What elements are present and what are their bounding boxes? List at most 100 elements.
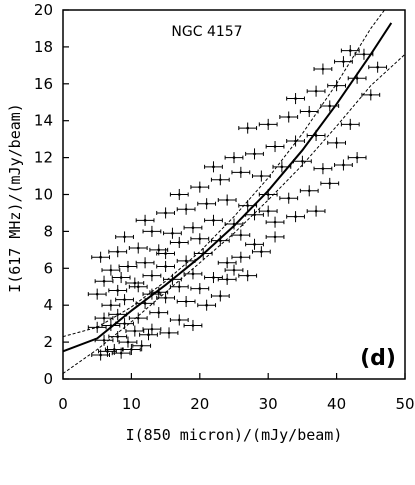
data-point (238, 270, 258, 282)
data-point (245, 238, 264, 250)
confidence-curve (63, 53, 405, 374)
x-tick-label: 40 (327, 395, 346, 413)
data-point (118, 260, 138, 272)
axes: 0 10 20 30 40 50 0 2 4 6 8 10 12 14 16 18 20 (34, 1, 415, 413)
data-point (204, 271, 223, 284)
data-point (286, 211, 305, 223)
data-point (183, 319, 203, 332)
confidence-curve (63, 10, 385, 338)
data-point (91, 251, 111, 263)
data-point (132, 340, 152, 352)
data-point (156, 207, 175, 219)
data-point (258, 205, 278, 217)
data-point (279, 192, 299, 204)
y-tick-label: 8 (43, 222, 53, 240)
data-point (101, 264, 121, 276)
data-point (238, 122, 258, 134)
data-point (217, 194, 237, 206)
data-point (368, 61, 388, 73)
data-points (87, 45, 388, 361)
data-point (190, 233, 210, 245)
data-point (224, 264, 244, 276)
data-point (111, 271, 131, 284)
x-tick-label: 10 (122, 395, 141, 413)
y-tick-label: 10 (34, 186, 53, 204)
data-point (224, 218, 244, 230)
data-point (251, 170, 271, 182)
data-point (327, 80, 346, 92)
y-tick-label: 2 (43, 333, 53, 351)
x-tick-label: 50 (395, 395, 414, 413)
data-point (327, 137, 346, 149)
y-tick-label: 20 (34, 1, 53, 19)
data-point (163, 227, 182, 239)
y-tick-label: 18 (34, 38, 53, 56)
data-point (111, 347, 131, 359)
data-point (169, 281, 189, 293)
data-point (159, 327, 179, 339)
x-tick-label: 20 (190, 395, 209, 413)
data-point (197, 299, 217, 311)
data-point (142, 225, 162, 237)
data-point (169, 236, 189, 249)
data-point (169, 188, 189, 201)
x-tick-label: 0 (58, 395, 68, 413)
data-point (299, 185, 319, 197)
data-point (149, 307, 169, 319)
data-point (142, 270, 162, 282)
data-point (87, 288, 107, 300)
data-point (204, 161, 223, 173)
y-tick-label: 12 (34, 149, 53, 167)
data-point (204, 214, 223, 226)
chart-title: NGC 4157 (171, 24, 242, 40)
data-point (231, 251, 251, 263)
data-point (231, 166, 251, 178)
data-point (128, 242, 148, 254)
fit-curves (63, 10, 405, 374)
data-point (183, 268, 203, 280)
x-tick-label: 30 (259, 395, 278, 413)
data-point (217, 273, 237, 285)
data-point (197, 198, 217, 210)
data-point (101, 319, 121, 332)
data-point (176, 203, 196, 215)
data-point (340, 118, 360, 130)
data-point (231, 229, 251, 241)
data-point (128, 281, 148, 293)
y-tick-label: 6 (43, 259, 53, 277)
data-point (98, 345, 117, 357)
panel-label: (d) (360, 346, 396, 371)
data-point (156, 260, 175, 272)
data-point (108, 331, 128, 343)
y-axis-label: I(617 MHz)/(mJy/beam) (6, 103, 24, 293)
data-point (190, 181, 210, 193)
data-point (94, 312, 114, 324)
data-point (169, 314, 189, 326)
data-point (286, 135, 305, 147)
data-point (139, 329, 158, 341)
data-point (334, 56, 353, 68)
data-point (125, 325, 145, 337)
data-point (279, 111, 299, 123)
data-point (334, 159, 353, 171)
data-point (94, 275, 114, 287)
data-point (313, 163, 333, 175)
y-tick-label: 14 (34, 112, 53, 130)
data-point (135, 257, 155, 269)
y-tick-label: 0 (43, 370, 53, 388)
x-axis-label: I(850 micron)/(mJy/beam) (126, 426, 343, 444)
data-point (361, 89, 381, 101)
data-point (251, 246, 271, 258)
data-point (313, 63, 333, 75)
data-point (94, 334, 114, 346)
data-point (183, 222, 203, 234)
data-point (125, 277, 145, 289)
data-point (265, 231, 285, 243)
fit-curve (63, 22, 393, 353)
data-point (156, 248, 175, 260)
data-point (190, 283, 210, 295)
y-tick-label: 16 (34, 75, 53, 93)
data-point (217, 257, 237, 269)
data-point (108, 246, 128, 258)
